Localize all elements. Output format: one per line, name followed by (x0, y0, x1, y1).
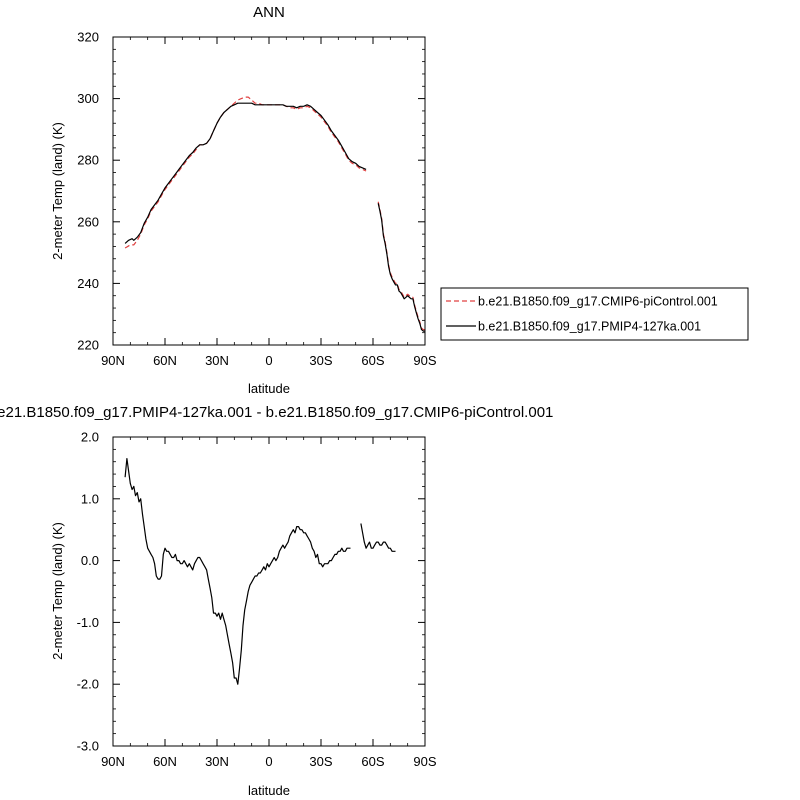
bottom-y-tick-label: -3.0 (77, 739, 99, 754)
top-x-axis-label: latitude (248, 381, 290, 396)
bottom-plot-frame (112, 436, 426, 747)
bottom-x-tick-label: 60N (153, 754, 177, 769)
top-x-tick-label: 30S (309, 353, 332, 368)
bottom-x-tick-label: 60S (361, 754, 384, 769)
top-y-tick-label: 320 (77, 30, 99, 45)
top-y-tick-label: 220 (77, 338, 99, 353)
bottom-y-axis-label: 2-meter Temp (land) (K) (50, 522, 65, 660)
legend-label-piControl: b.e21.B1850.f09_g17.CMIP6-piControl.001 (478, 295, 718, 309)
bottom-y-tick-label: 0.0 (81, 553, 99, 568)
top-y-tick-label: 300 (77, 91, 99, 106)
top-x-tick-label: 60N (153, 353, 177, 368)
top-x-tick-label: 90S (413, 353, 436, 368)
bottom-chart-title: b.e21.B1850.f09_g17.PMIP4-127ka.001 - b.… (0, 404, 553, 421)
legend-label-127ka: b.e21.B1850.f09_g17.PMIP4-127ka.001 (478, 320, 701, 334)
top-plot-frame (112, 36, 426, 346)
top-x-tick-label: 0 (265, 353, 272, 368)
top-y-tick-label: 280 (77, 153, 99, 168)
legend-box (440, 287, 749, 341)
top-x-tick-label: 90N (101, 353, 125, 368)
top-series-1-line-segment-0 (124, 102, 367, 244)
top-y-axis-label: 2-meter Temp (land) (K) (50, 122, 65, 260)
bottom-y-tick-label: 1.0 (81, 491, 99, 506)
bottom-series-0-line-segment-0 (124, 458, 351, 685)
bottom-y-tick-label: 2.0 (81, 430, 99, 445)
bottom-x-tick-label: 0 (265, 754, 272, 769)
bottom-x-tick-label: 30N (205, 754, 229, 769)
bottom-panel: b.e21.B1850.f09_g17.PMIP4-127ka.001 - b.… (0, 404, 553, 798)
top-panel: ANN 90N 60N 30N 0 30S 60S 90S 220 240 260 280 300 32… (50, 4, 749, 396)
top-series-1-line-segment-1 (377, 203, 425, 332)
bottom-y-tick-label: -2.0 (77, 677, 99, 692)
bottom-y-tick-label: -1.0 (77, 615, 99, 630)
top-chart-title: ANN (253, 4, 285, 21)
bottom-x-tick-label: 90S (413, 754, 436, 769)
bottom-x-axis-label: latitude (248, 783, 290, 798)
bottom-x-tick-label: 90N (101, 754, 125, 769)
bottom-x-tick-label: 30S (309, 754, 332, 769)
top-series-0-line-segment-0 (124, 96, 367, 249)
top-x-tick-label: 60S (361, 353, 384, 368)
top-y-tick-label: 260 (77, 214, 99, 229)
legend: b.e21.B1850.f09_g17.CMIP6-piControl.001 … (440, 287, 749, 341)
bottom-series-0-line-segment-1 (360, 523, 396, 552)
top-y-tick-label: 240 (77, 276, 99, 291)
top-x-tick-label: 30N (205, 353, 229, 368)
top-series-0-line-segment-1 (377, 201, 425, 331)
